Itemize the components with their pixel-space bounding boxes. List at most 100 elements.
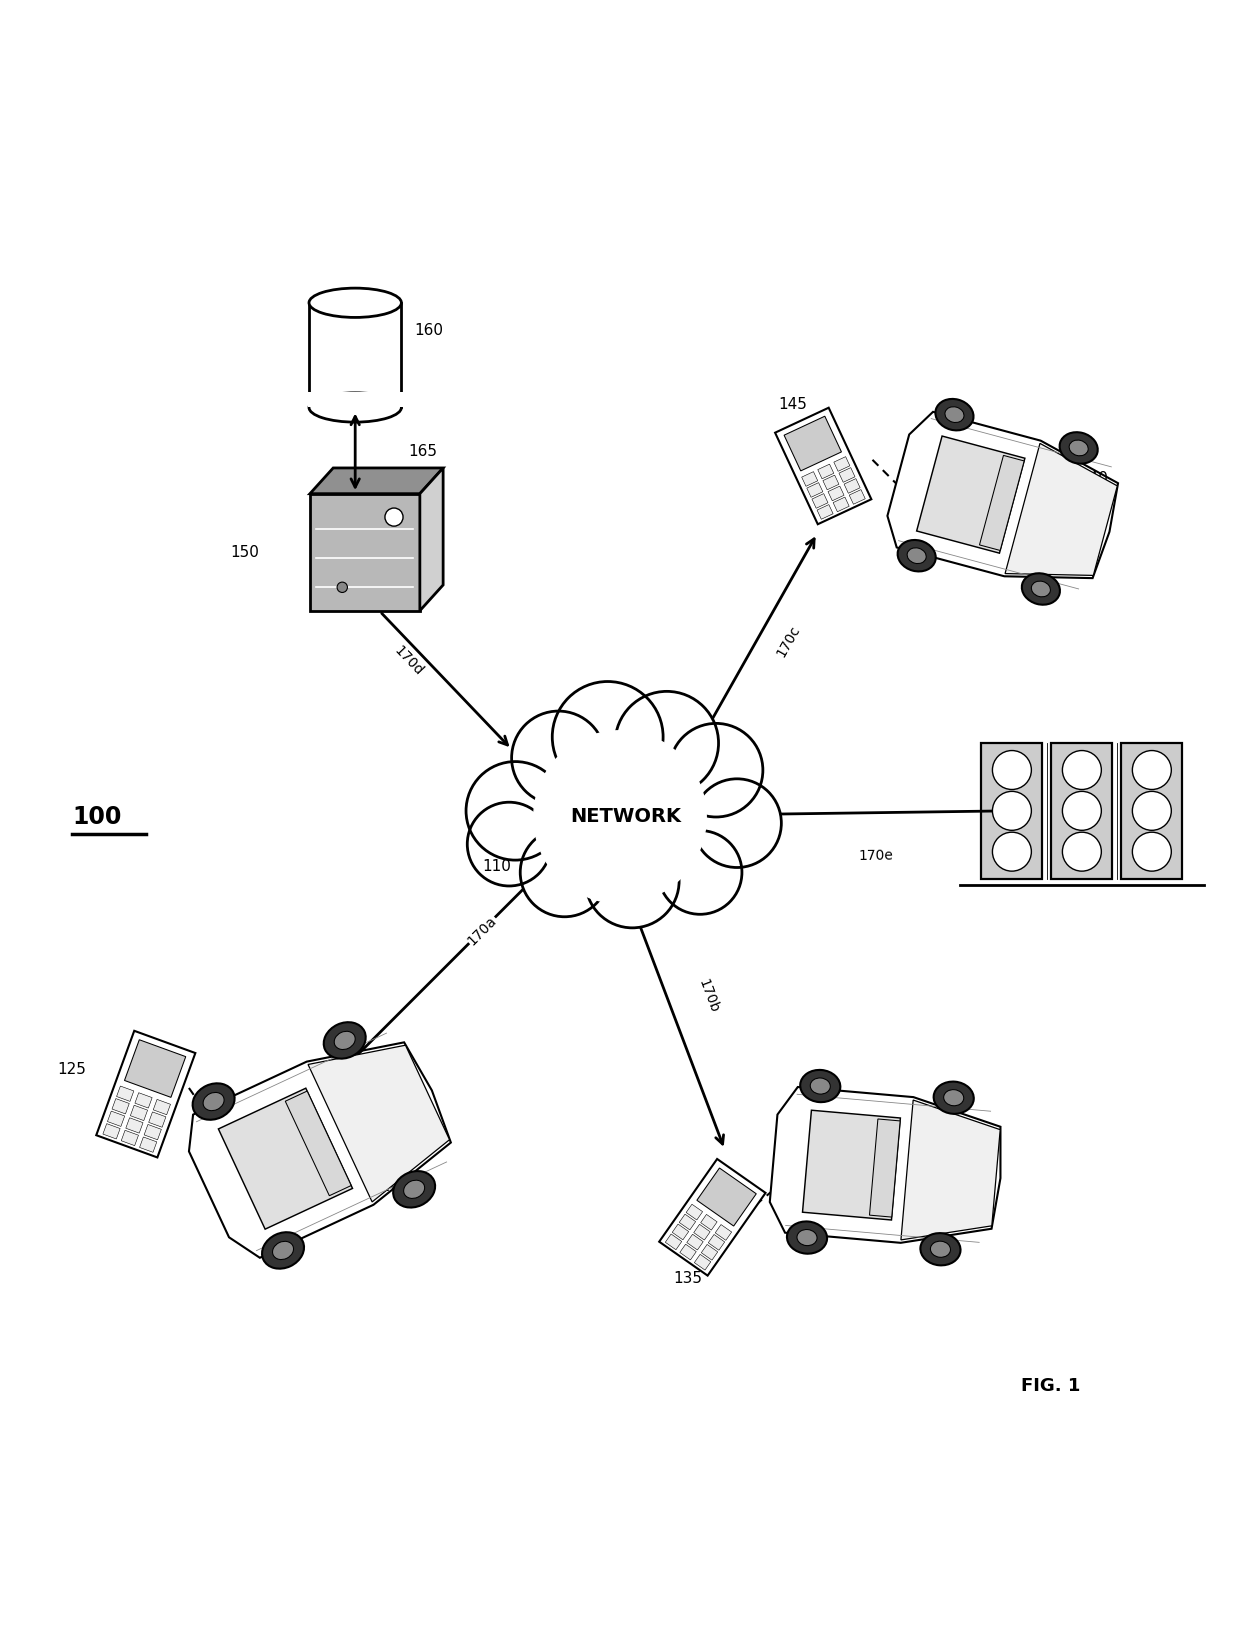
Polygon shape [828,485,844,500]
Circle shape [1132,832,1172,871]
Text: 170a: 170a [465,913,500,948]
Circle shape [1132,791,1172,830]
Circle shape [337,582,347,593]
Ellipse shape [324,1023,366,1059]
Ellipse shape [404,1180,424,1198]
Circle shape [992,750,1032,789]
Polygon shape [849,490,866,505]
Text: 160: 160 [414,324,444,338]
Polygon shape [833,456,849,471]
Circle shape [521,828,609,917]
Polygon shape [117,1087,134,1101]
Ellipse shape [309,288,402,317]
Text: 170b: 170b [696,977,720,1015]
Circle shape [1063,832,1101,871]
Polygon shape [694,1255,711,1270]
Text: 165: 165 [408,444,438,459]
Polygon shape [97,1031,196,1157]
Polygon shape [122,1131,139,1145]
Text: 140: 140 [1080,471,1109,485]
Text: 150: 150 [229,544,259,560]
Polygon shape [154,1100,170,1114]
Circle shape [384,508,403,526]
Polygon shape [844,479,861,493]
Text: 130: 130 [968,1149,998,1163]
Ellipse shape [203,1093,224,1111]
Circle shape [466,761,564,859]
Text: 120: 120 [372,1180,401,1194]
Text: 110: 110 [482,859,511,874]
Ellipse shape [787,1222,827,1253]
Polygon shape [130,1105,148,1121]
Ellipse shape [920,1234,961,1265]
Polygon shape [807,482,823,497]
Polygon shape [916,436,1025,554]
Polygon shape [812,493,828,508]
Ellipse shape [810,1078,831,1095]
Ellipse shape [1022,574,1060,605]
Text: 125: 125 [57,1062,87,1077]
Ellipse shape [1060,433,1097,464]
Polygon shape [666,1234,682,1250]
Polygon shape [420,467,443,611]
Ellipse shape [335,1031,355,1049]
Circle shape [658,830,742,915]
Polygon shape [817,505,833,520]
Text: 170c: 170c [774,623,804,660]
Polygon shape [188,1042,451,1258]
Ellipse shape [262,1232,304,1268]
Ellipse shape [934,1082,973,1114]
Polygon shape [308,1046,450,1203]
Ellipse shape [309,392,402,422]
Polygon shape [869,1119,900,1217]
Circle shape [693,779,781,868]
Circle shape [533,730,707,904]
Polygon shape [686,1204,703,1221]
Polygon shape [702,1245,718,1260]
Circle shape [1132,750,1172,789]
Polygon shape [693,1224,711,1240]
Bar [309,302,402,407]
Ellipse shape [935,399,973,430]
Polygon shape [144,1124,161,1141]
Bar [308,392,403,407]
Polygon shape [770,1087,1001,1243]
Polygon shape [124,1039,186,1098]
Circle shape [467,802,551,886]
Circle shape [992,832,1032,871]
Polygon shape [310,493,420,611]
Polygon shape [1052,743,1112,879]
Circle shape [585,835,680,928]
Polygon shape [715,1224,732,1240]
Polygon shape [218,1088,352,1229]
Ellipse shape [192,1083,234,1119]
Polygon shape [672,1224,688,1240]
Polygon shape [697,1168,756,1226]
Text: 170d: 170d [391,644,425,678]
Polygon shape [833,497,849,511]
Ellipse shape [908,547,926,564]
Ellipse shape [797,1229,817,1245]
Polygon shape [888,412,1118,578]
Circle shape [512,711,605,804]
Polygon shape [802,1109,900,1221]
Ellipse shape [944,1090,963,1106]
Text: NETWORK: NETWORK [570,807,682,827]
Ellipse shape [273,1242,294,1260]
Polygon shape [660,1159,765,1276]
Polygon shape [901,1100,1001,1240]
Ellipse shape [945,407,963,423]
Text: 170e: 170e [858,848,893,863]
Polygon shape [708,1235,724,1250]
Polygon shape [802,472,817,487]
Polygon shape [285,1092,351,1196]
Text: FIG. 1: FIG. 1 [1022,1377,1081,1395]
Polygon shape [140,1137,156,1152]
Circle shape [615,691,718,794]
Polygon shape [817,464,833,479]
Polygon shape [310,467,443,493]
Circle shape [552,681,663,792]
Polygon shape [1121,743,1182,879]
Ellipse shape [1032,582,1050,596]
Polygon shape [125,1118,143,1132]
